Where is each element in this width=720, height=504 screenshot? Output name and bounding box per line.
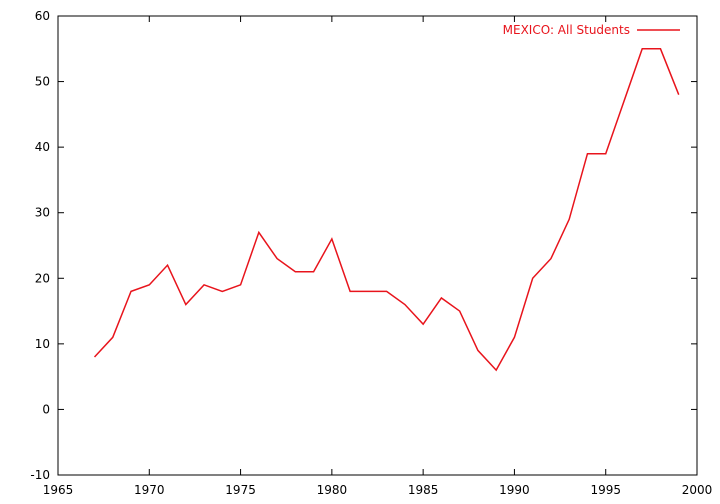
y-tick-label: 0 bbox=[42, 402, 50, 416]
y-tick-label: 50 bbox=[35, 75, 50, 89]
x-tick-label: 1975 bbox=[225, 483, 256, 497]
axis-tick-labels: 1965 1970 1975 1980 1985 1990 1995 2000 -10 0 10 20… bbox=[30, 9, 712, 497]
y-tick-label: 60 bbox=[35, 9, 50, 23]
y-tick-label: 30 bbox=[35, 206, 50, 220]
legend: MEXICO: All Students bbox=[503, 23, 680, 37]
y-tick-label: 20 bbox=[35, 271, 50, 285]
x-tick-label: 1970 bbox=[134, 483, 165, 497]
x-tick-label: 1985 bbox=[408, 483, 439, 497]
series-line bbox=[93, 48, 680, 372]
x-tick-label: 1965 bbox=[43, 483, 74, 497]
y-tick-label: 40 bbox=[35, 140, 50, 154]
x-tick-label: 1995 bbox=[590, 483, 621, 497]
x-tick-label: 2000 bbox=[682, 483, 713, 497]
series-group bbox=[93, 48, 680, 372]
legend-label: MEXICO: All Students bbox=[503, 23, 630, 37]
axis-ticks bbox=[57, 15, 698, 476]
y-tick-label: -10 bbox=[30, 468, 50, 482]
plot-frame bbox=[57, 15, 698, 476]
x-tick-label: 1990 bbox=[499, 483, 530, 497]
y-tick-label: 10 bbox=[35, 337, 50, 351]
x-tick-label: 1980 bbox=[317, 483, 348, 497]
